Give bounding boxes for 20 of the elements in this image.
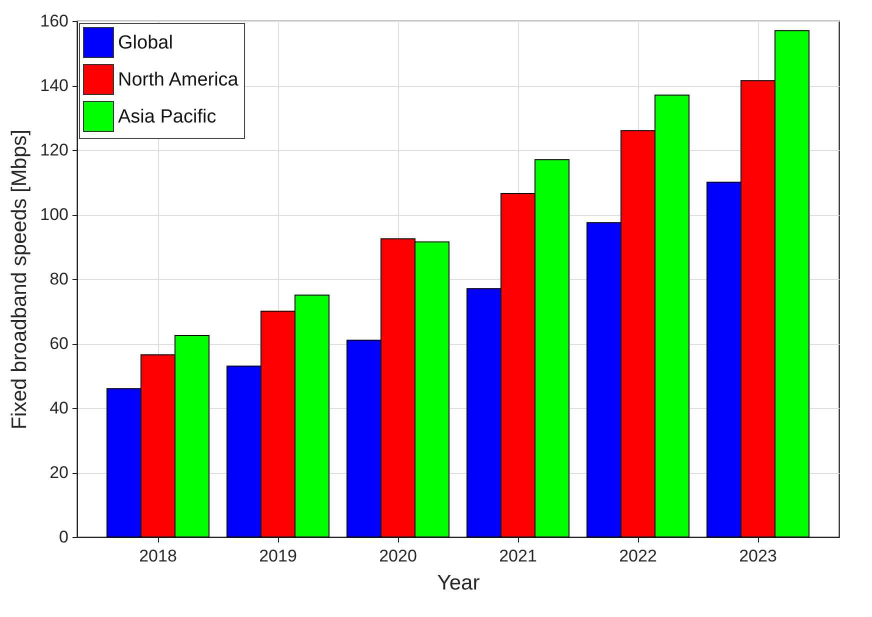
legend-label: North America [118,70,239,90]
legend-label: Global [118,32,173,54]
y-tick-label: 0 [59,528,68,546]
x-axis-title: Year [437,572,480,594]
y-axis-title: Fixed broadband speeds [Mbps] [8,129,32,430]
x-tick-label: 2023 [739,546,777,566]
legend-label: Asia Pacific [118,106,216,128]
x-tick-label: 2022 [619,546,657,566]
y-tick-label: 20 [50,463,68,482]
y-tick-label: 40 [50,398,68,418]
y-tick-label: 120 [40,140,68,160]
y-tick-label: 140 [40,76,68,95]
y-tick-label: 160 [40,12,68,30]
x-tick-label: 2018 [139,546,177,566]
y-tick-label: 100 [40,205,68,224]
y-tick-label: 80 [50,270,68,288]
y-tick-label: 60 [50,334,68,353]
x-tick-label: 2020 [379,546,417,566]
x-tick-label: 2021 [499,546,537,566]
x-tick-label: 2019 [259,546,297,566]
